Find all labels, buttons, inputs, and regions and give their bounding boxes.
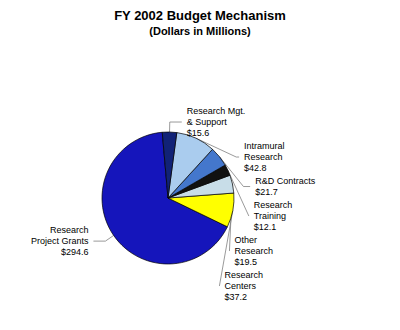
svg-text:Centers: Centers (224, 281, 256, 291)
svg-text:$12.1: $12.1 (254, 222, 277, 232)
svg-text:Research: Research (254, 200, 293, 210)
svg-text:& Support: & Support (187, 117, 228, 127)
svg-text:Research: Research (234, 246, 273, 256)
svg-text:Project Grants: Project Grants (31, 236, 89, 246)
svg-text:$37.2: $37.2 (224, 292, 247, 302)
svg-text:(Dollars in Millions): (Dollars in Millions) (149, 25, 251, 37)
svg-text:Training: Training (254, 211, 286, 221)
svg-text:FY 2002 Budget Mechanism: FY 2002 Budget Mechanism (114, 8, 286, 23)
svg-text:$294.6: $294.6 (61, 247, 89, 257)
svg-text:Research: Research (224, 270, 263, 280)
svg-text:Research: Research (50, 225, 89, 235)
svg-text:Research: Research (244, 152, 283, 162)
svg-text:Research Mgt.: Research Mgt. (187, 106, 246, 116)
svg-text:$19.5: $19.5 (234, 257, 257, 267)
svg-text:Other: Other (234, 235, 257, 245)
svg-text:Intramural: Intramural (244, 141, 285, 151)
svg-text:$21.7: $21.7 (255, 187, 278, 197)
svg-text:R&D Contracts: R&D Contracts (255, 176, 316, 186)
svg-text:$15.6: $15.6 (187, 128, 210, 138)
svg-text:$42.8: $42.8 (244, 163, 267, 173)
